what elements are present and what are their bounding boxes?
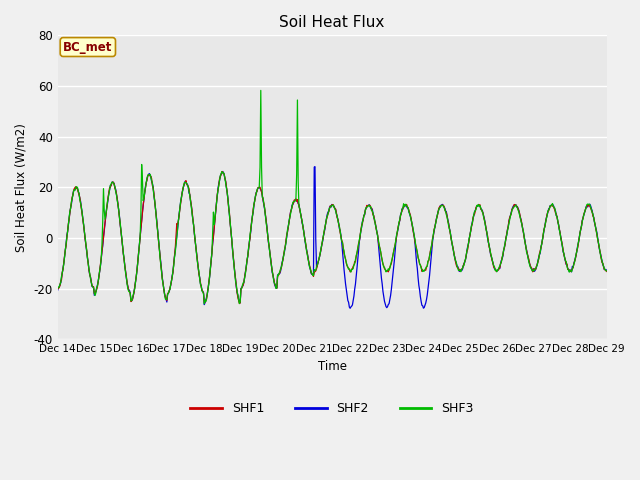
SHF3 bbox=[120, 256, 128, 262]
Line: SHF1: SHF1 bbox=[58, 172, 607, 303]
SHF2 bbox=[54, 288, 61, 293]
SHF3 bbox=[417, 262, 424, 268]
Line: SHF2: SHF2 bbox=[58, 167, 607, 308]
SHF2 bbox=[311, 164, 319, 169]
SHF3 bbox=[200, 301, 208, 307]
SHF2 bbox=[603, 267, 611, 273]
SHF1 bbox=[417, 262, 424, 268]
Y-axis label: Soil Heat Flux (W/m2): Soil Heat Flux (W/m2) bbox=[15, 123, 28, 252]
SHF1 bbox=[176, 206, 184, 212]
Legend: SHF1, SHF2, SHF3: SHF1, SHF2, SHF3 bbox=[186, 397, 479, 420]
SHF2 bbox=[417, 294, 424, 300]
SHF3 bbox=[603, 268, 611, 274]
Text: BC_met: BC_met bbox=[63, 40, 113, 54]
SHF2 bbox=[120, 256, 128, 262]
SHF1 bbox=[603, 268, 611, 274]
X-axis label: Time: Time bbox=[317, 360, 347, 373]
SHF3 bbox=[54, 284, 61, 290]
SHF3 bbox=[206, 274, 214, 279]
SHF2 bbox=[64, 229, 72, 235]
SHF1 bbox=[54, 285, 61, 290]
SHF1 bbox=[236, 300, 243, 306]
SHF2 bbox=[205, 280, 212, 286]
SHF2 bbox=[401, 203, 408, 209]
SHF3 bbox=[176, 205, 184, 211]
SHF1 bbox=[64, 228, 72, 234]
SHF1 bbox=[401, 202, 408, 207]
SHF2 bbox=[346, 305, 354, 311]
SHF3 bbox=[64, 228, 72, 234]
SHF1 bbox=[205, 279, 212, 285]
SHF1 bbox=[120, 257, 128, 263]
Title: Soil Heat Flux: Soil Heat Flux bbox=[280, 15, 385, 30]
SHF3 bbox=[401, 204, 408, 210]
SHF3 bbox=[257, 87, 264, 93]
Line: SHF3: SHF3 bbox=[58, 90, 607, 304]
SHF2 bbox=[176, 205, 184, 211]
SHF1 bbox=[219, 169, 227, 175]
